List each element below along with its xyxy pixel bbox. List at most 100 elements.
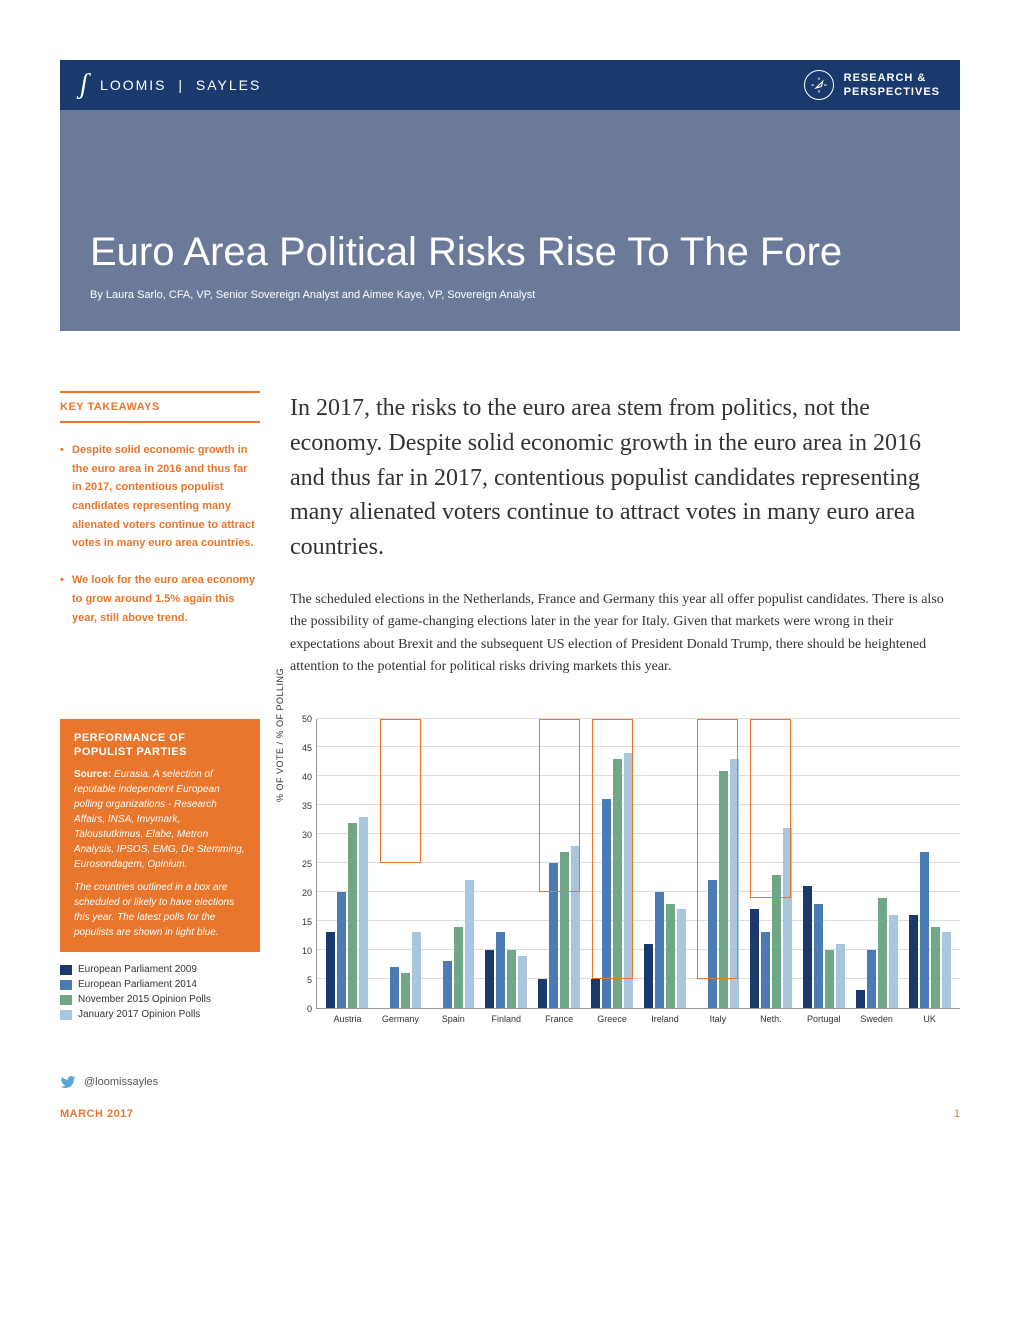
content-column: In 2017, the risks to the euro area stem… [290, 391, 960, 679]
bar [920, 852, 929, 1008]
twitter-icon [60, 1074, 76, 1090]
bar-group: Portugal [797, 719, 850, 1008]
page-footer: MARCH 2017 1 [60, 1108, 960, 1120]
footer-page-number: 1 [954, 1108, 960, 1120]
logo-text-right: SAYLES [196, 77, 261, 93]
y-tick: 10 [302, 946, 312, 956]
bar [613, 759, 622, 1008]
bar [867, 950, 876, 1008]
bar [571, 846, 580, 1008]
legend-swatch [60, 1010, 72, 1020]
category-label: Spain [442, 1014, 465, 1024]
category-label: Portugal [807, 1014, 841, 1024]
legend-swatch [60, 965, 72, 975]
legend-label: November 2015 Opinion Polls [78, 994, 211, 1005]
bar [359, 817, 368, 1008]
bar [666, 904, 675, 1008]
y-tick: 40 [302, 772, 312, 782]
bar [348, 823, 357, 1008]
bar [677, 909, 686, 1007]
key-takeaway-item: Despite solid economic growth in the eur… [60, 441, 260, 553]
bar [803, 886, 812, 1007]
legend-item: January 2017 Opinion Polls [60, 1009, 260, 1020]
key-takeaways-header: KEY TAKEAWAYS [60, 391, 260, 423]
header-section-line1: RESEARCH & [844, 72, 927, 84]
bar-chart: % OF VOTE / % OF POLLING 051015202530354… [290, 719, 960, 1009]
category-label: Finland [491, 1014, 521, 1024]
highlight-box [380, 719, 421, 864]
page-title: Euro Area Political Risks Rise To The Fo… [90, 230, 930, 275]
intro-paragraph: In 2017, the risks to the euro area stem… [290, 391, 960, 565]
chart-source-label: Source: [74, 769, 111, 780]
category-label: Greece [597, 1014, 627, 1024]
bar [602, 799, 611, 1007]
bar-group: Germany [374, 719, 427, 1008]
bar [591, 979, 600, 1008]
bar [761, 932, 770, 1007]
bar [931, 927, 940, 1008]
category-label: UK [923, 1014, 936, 1024]
y-tick: 0 [307, 1004, 312, 1014]
bar [878, 898, 887, 1008]
bar [401, 973, 410, 1008]
category-label: Italy [710, 1014, 727, 1024]
bar [496, 932, 505, 1007]
y-tick: 15 [302, 917, 312, 927]
key-takeaway-item: We look for the euro area economy to gro… [60, 571, 260, 627]
bar [909, 915, 918, 1007]
logo-separator: | [178, 77, 184, 93]
bar [719, 771, 728, 1008]
chart-sidebar: PERFORMANCE OF POPULIST PARTIES Source: … [60, 719, 260, 1025]
category-label: Ireland [651, 1014, 679, 1024]
bar [507, 950, 516, 1008]
bar [326, 932, 335, 1007]
category-label: Sweden [860, 1014, 893, 1024]
y-tick: 25 [302, 859, 312, 869]
twitter-handle-text: @loomissayles [84, 1076, 158, 1088]
bar [708, 880, 717, 1007]
bar [655, 892, 664, 1008]
bar-group: Italy [691, 719, 744, 1008]
bar [549, 863, 558, 1008]
legend-swatch [60, 995, 72, 1005]
legend-label: January 2017 Opinion Polls [78, 1009, 200, 1020]
chart-legend: European Parliament 2009European Parliam… [60, 964, 260, 1020]
bar [942, 932, 951, 1007]
header-section: RESEARCH & PERSPECTIVES [804, 70, 940, 100]
header-bar: ʃ LOOMIS | SAYLES RESEARCH & PERSPECTIVE… [60, 60, 960, 110]
bar [485, 950, 494, 1008]
bar [750, 909, 759, 1007]
bar-group: France [533, 719, 586, 1008]
y-axis-label: % OF VOTE / % OF POLLING [275, 668, 285, 802]
legend-label: European Parliament 2009 [78, 964, 197, 975]
header-section-line2: PERSPECTIVES [844, 86, 940, 98]
bar-group: Ireland [639, 719, 692, 1008]
bar [624, 753, 633, 1007]
bar [443, 961, 452, 1007]
legend-item: November 2015 Opinion Polls [60, 994, 260, 1005]
bar [836, 944, 845, 1008]
logo-text-left: LOOMIS [100, 77, 166, 93]
bar [772, 875, 781, 1008]
bar [538, 979, 547, 1008]
chart-source-text: Eurasia. A selection of reputable indepe… [74, 769, 245, 870]
key-takeaways-list: Despite solid economic growth in the eur… [60, 441, 260, 627]
brand: ʃ LOOMIS | SAYLES [80, 71, 261, 99]
bar [412, 932, 421, 1007]
category-label: Germany [382, 1014, 419, 1024]
y-tick: 5 [307, 975, 312, 985]
twitter-handle[interactable]: @loomissayles [60, 1074, 960, 1090]
y-axis: 05101520253035404550 [290, 719, 316, 1009]
bar [644, 944, 653, 1008]
legend-swatch [60, 980, 72, 990]
bar [783, 828, 792, 1007]
y-tick: 50 [302, 714, 312, 724]
compass-icon [804, 70, 834, 100]
chart-row: PERFORMANCE OF POPULIST PARTIES Source: … [60, 719, 960, 1025]
bar-group: UK [903, 719, 956, 1008]
category-label: France [545, 1014, 573, 1024]
category-label: Neth. [760, 1014, 782, 1024]
bar-group: Spain [427, 719, 480, 1008]
y-tick: 20 [302, 888, 312, 898]
bar-group: Sweden [850, 719, 903, 1008]
